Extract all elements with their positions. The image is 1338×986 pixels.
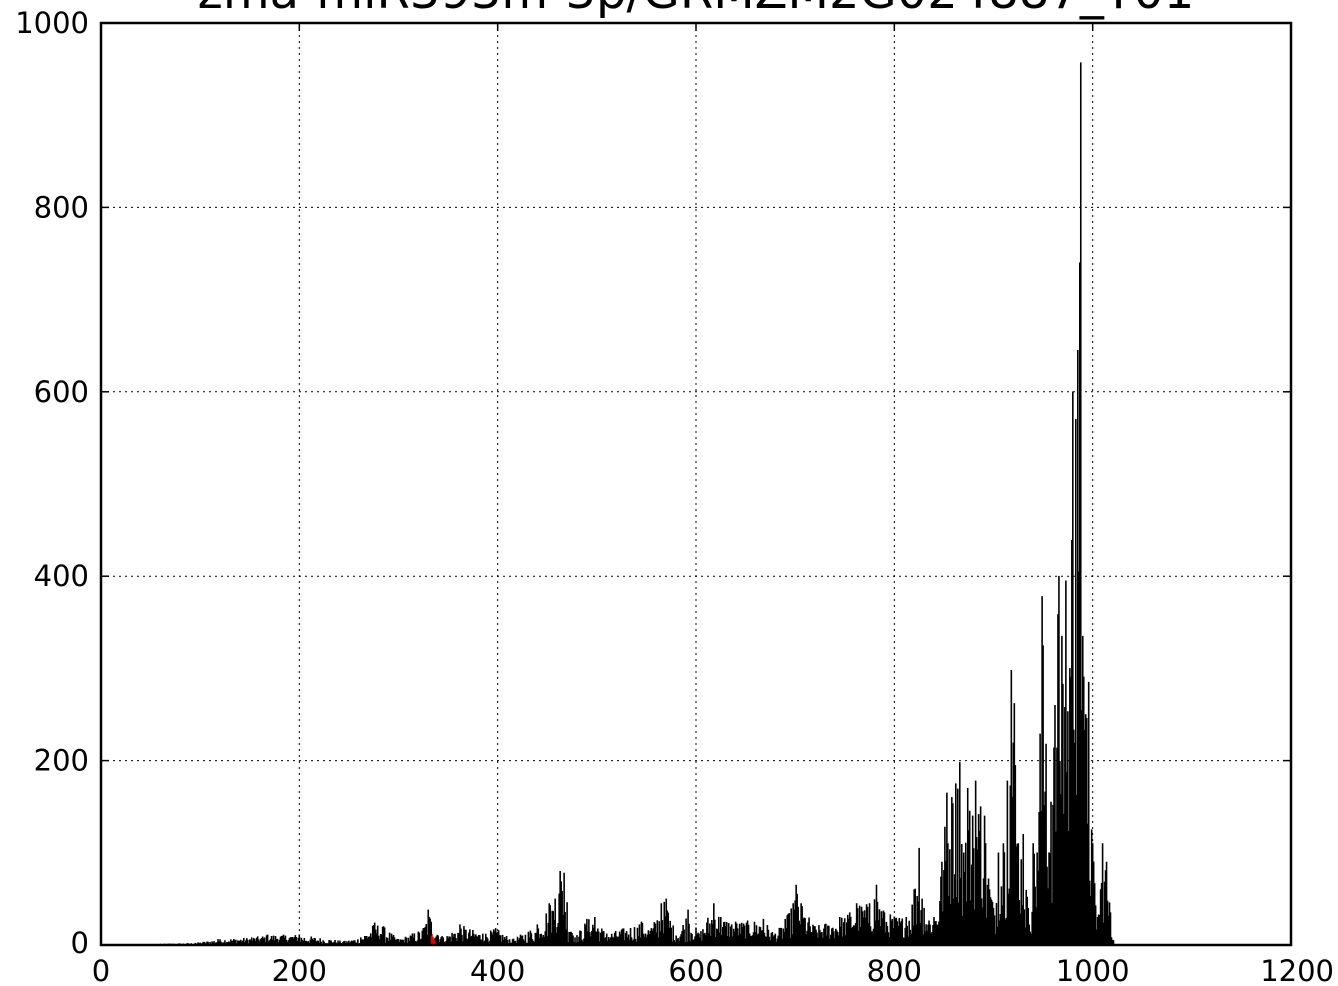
x-tick-label: 800: [867, 954, 922, 986]
y-tick-label: 400: [34, 559, 89, 593]
highlight-bar: [433, 938, 435, 945]
y-tick-label: 0: [71, 926, 89, 960]
x-tick-labels: 0 200 400 600 800 1000 1200: [92, 954, 1334, 986]
highlight-bar: [434, 941, 436, 945]
x-tick-label: 1000: [1056, 954, 1130, 986]
chart-title: zma-miR393m-3p/GRMZM2G024887_T01: [198, 0, 1195, 20]
grid-lines: [101, 23, 1291, 945]
y-tick-label: 1000: [15, 6, 89, 40]
y-tick-labels: 0 200 400 600 800 1000: [15, 6, 89, 960]
highlight-bar: [432, 936, 434, 945]
highlight-bar: [431, 933, 433, 945]
highlight-series: [430, 933, 436, 945]
y-tick-label: 800: [34, 190, 89, 224]
x-tick-label: 0: [92, 954, 110, 986]
x-tick-label: 1200: [1260, 954, 1334, 986]
x-tick-label: 600: [668, 954, 723, 986]
y-tick-label: 200: [34, 744, 89, 778]
x-tick-label: 400: [470, 954, 525, 986]
highlight-bar: [430, 935, 432, 945]
x-tick-label: 200: [272, 954, 327, 986]
tick-marks: [100, 22, 1292, 946]
y-tick-label: 600: [34, 375, 89, 409]
